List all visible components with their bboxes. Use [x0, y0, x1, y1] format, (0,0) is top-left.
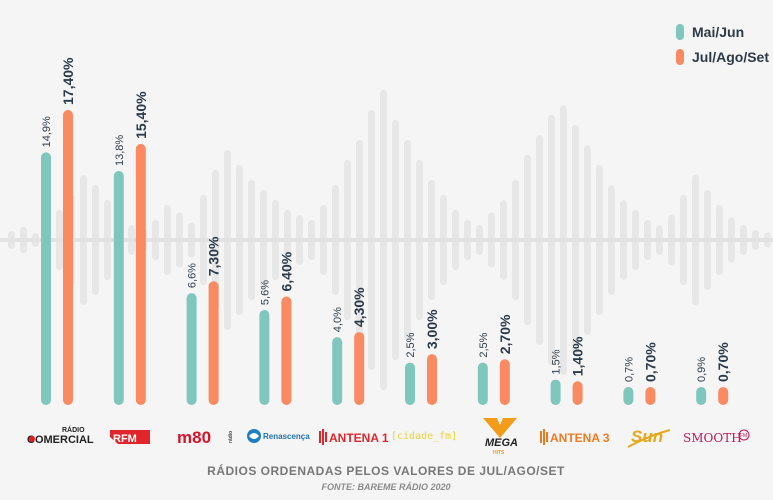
logo-mega-small-text: HITS [493, 450, 505, 456]
value-labels-group: 14,9% 17,40% 13,8% 15,40% 6,6% 7,30% 5,6% 6,40%… [41, 57, 731, 382]
logo-cidade-fm: [cidade_fm] [391, 431, 457, 442]
bar-jul-ago-set-3 [281, 296, 292, 405]
wave-centerline [0, 238, 773, 242]
value-label-jul-ago-set-0: 17,40% [60, 57, 76, 105]
logo-renascenca-wave-icon [249, 433, 259, 439]
value-label-mai-jun-4: 4,0% [332, 307, 344, 332]
logo-cidade-text: [cidade_fm] [391, 431, 457, 442]
bar-jul-ago-set-7 [572, 381, 583, 405]
value-label-mai-jun-7: 1,5% [551, 349, 563, 374]
legend: Mai/Jun Jul/Ago/Set [676, 24, 769, 65]
value-label-jul-ago-set-1: 15,40% [133, 91, 149, 139]
logo-renascenca-text: Renascença [263, 432, 310, 441]
legend-label-mai-jun: Mai/Jun [692, 24, 744, 40]
value-label-jul-ago-set-9: 0,70% [715, 342, 731, 382]
chart-source: FONTE: BAREME RÁDIO 2020 [321, 482, 450, 492]
bar-mai-jun-8 [623, 387, 634, 405]
bar-jul-ago-set-2 [208, 281, 219, 405]
logo-comercial-dot-icon [29, 436, 35, 442]
bar-jul-ago-set-5 [427, 354, 437, 405]
bar-mai-jun-2 [186, 293, 197, 405]
bar-mai-jun-6 [477, 362, 488, 405]
logo-radio-comercial: RÁDIO COMERCIAL [27, 425, 94, 446]
logo-antena1-text: ANTENA 1 [329, 431, 389, 445]
logo-mega-hits: MEGA HITS [483, 418, 518, 456]
bar-jul-ago-set-9 [718, 387, 729, 405]
chart-caption: RÁDIOS ORDENADAS PELOS VALORES DE JUL/AG… [207, 463, 565, 478]
logo-m80-text: m80 [177, 428, 211, 447]
logo-renascenca: Renascença [247, 429, 310, 443]
bar-mai-jun-0 [41, 152, 51, 405]
logo-comercial-text: COMERCIAL [27, 434, 94, 446]
logo-smooth-text: SMOOTH [683, 431, 742, 445]
value-label-jul-ago-set-2: 7,30% [206, 236, 222, 276]
legend-swatch-mai-jun [676, 24, 684, 40]
value-label-mai-jun-8: 0,7% [623, 357, 635, 382]
bar-jul-ago-set-4 [354, 332, 365, 405]
bar-mai-jun-1 [113, 171, 124, 405]
logo-antena1-bars-icon [319, 429, 327, 445]
legend-label-jul-ago-set: Jul/Ago/Set [692, 49, 769, 65]
value-label-mai-jun-3: 5,6% [259, 280, 271, 305]
logo-antena3-text: ANTENA 3 [550, 431, 610, 445]
bar-mai-jun-5 [405, 362, 415, 405]
value-label-mai-jun-6: 2,5% [478, 332, 490, 357]
logo-rfm: RFM [110, 430, 150, 445]
value-label-jul-ago-set-7: 1,40% [570, 336, 586, 376]
logo-sun: Sun [627, 427, 671, 448]
value-label-jul-ago-set-6: 2,70% [497, 314, 513, 354]
legend-swatch-jul-ago-set [676, 49, 684, 65]
sound-wave-background [0, 90, 773, 390]
bar-jul-ago-set-0 [63, 110, 73, 405]
value-label-mai-jun-2: 6,6% [187, 263, 199, 288]
bar-jul-ago-set-8 [645, 387, 656, 405]
logo-comercial-top-text: RÁDIO [62, 425, 85, 434]
value-label-jul-ago-set-4: 4,30% [351, 287, 367, 327]
bar-mai-jun-3 [259, 310, 270, 405]
logo-sun-swoosh-icon [627, 429, 671, 448]
logo-m80: m80 rádio [177, 428, 234, 447]
logo-rfm-shape-icon [110, 430, 150, 444]
bars-group [41, 110, 729, 405]
bar-mai-jun-4 [332, 337, 343, 405]
logo-antena-3: ANTENA 3 [540, 429, 610, 445]
logo-smooth-badge-icon [738, 429, 750, 441]
bar-jul-ago-set-1 [135, 143, 146, 405]
value-label-mai-jun-9: 0,9% [696, 357, 708, 382]
logo-antena3-bars-icon [540, 429, 548, 445]
logo-rfm-text: RFM [113, 433, 137, 445]
logo-mega-heart-icon [483, 418, 517, 438]
value-label-mai-jun-1: 13,8% [114, 135, 126, 166]
logo-mega-text: MEGA [485, 437, 518, 449]
logo-m80-small-text: rádio [228, 431, 234, 443]
bar-mai-jun-7 [550, 379, 561, 405]
logo-antena-1: ANTENA 1 [319, 429, 389, 445]
value-label-mai-jun-5: 2,5% [405, 332, 417, 357]
value-label-jul-ago-set-5: 3,00% [424, 309, 440, 349]
value-label-jul-ago-set-8: 0,70% [642, 342, 658, 382]
value-label-mai-jun-0: 14,9% [41, 116, 53, 147]
value-label-jul-ago-set-3: 6,40% [278, 251, 294, 291]
station-logos: RÁDIO COMERCIAL RFM m80 rádio Renascença [27, 418, 750, 456]
logo-smooth-fm: SMOOTH FM [683, 429, 750, 445]
bar-mai-jun-9 [696, 387, 707, 405]
logo-smooth-badge-text: FM [740, 433, 747, 439]
bar-jul-ago-set-6 [499, 359, 510, 405]
